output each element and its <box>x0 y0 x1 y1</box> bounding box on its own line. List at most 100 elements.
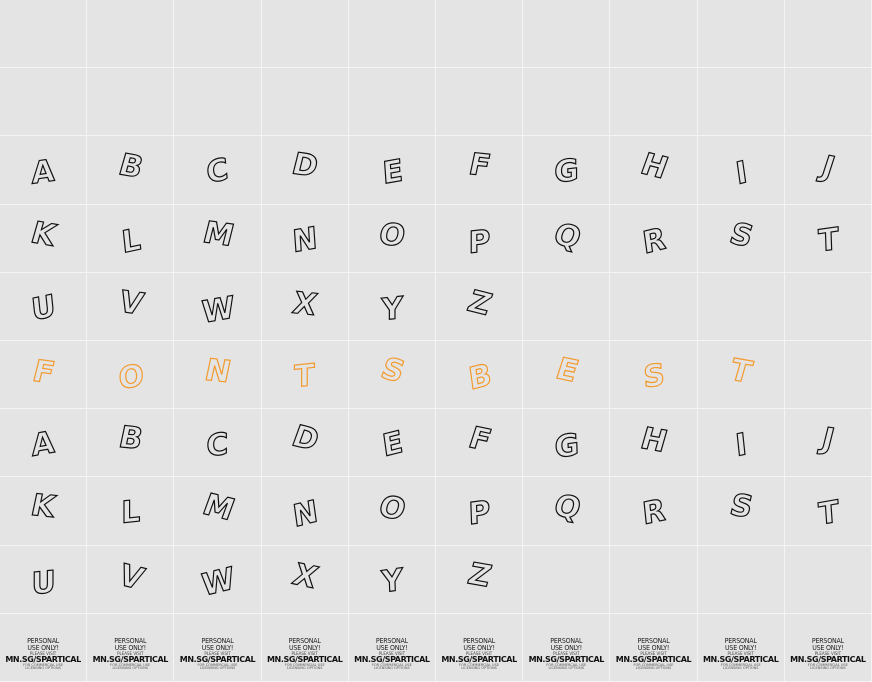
license-notice-line4: MN.SG/SPARTICAL <box>266 654 343 664</box>
license-notice-line1: PERSONAL <box>375 636 408 645</box>
license-notice-line5: FOR COMMERCIAL USE <box>284 662 325 667</box>
glyph-cell <box>174 0 262 69</box>
character-glyph: Y <box>380 561 404 601</box>
license-notice-line6: LICENSING OPTIONS <box>374 666 410 671</box>
license-notice-line4: MN.SG/SPARTICAL <box>790 654 866 664</box>
sample-text-glyph: B <box>466 357 494 399</box>
license-notice-line2: USE ONLY! <box>376 643 408 652</box>
glyph-cell: R <box>610 477 698 546</box>
glyph-cell: X <box>261 272 349 341</box>
sample-text-glyph: T <box>294 357 316 396</box>
license-notice-cell: PERSONAL USE ONLY! PLEASE VISIT MN.SG/SPART… <box>261 613 349 682</box>
character-glyph: X <box>289 285 321 323</box>
license-notice-line6: LICENSING OPTIONS <box>112 666 149 671</box>
glyph-cell: I <box>697 409 785 478</box>
glyph-cell: E <box>348 409 436 478</box>
glyph-cell: X <box>261 545 349 614</box>
license-notice-line3: PLEASE VISIT <box>465 650 493 656</box>
license-notice: PERSONAL USE ONLY! PLEASE VISIT MN.SG/SPART… <box>703 624 779 671</box>
license-notice-line2: USE ONLY! <box>724 643 757 652</box>
license-notice-line5: FOR COMMERCIAL USE <box>110 662 151 667</box>
license-notice-line1: PERSONAL <box>637 636 670 645</box>
glyph-cell <box>610 272 698 341</box>
character-glyph: T <box>817 494 841 534</box>
character-glyph: J <box>818 421 839 458</box>
license-notice-line4: MN.SG/SPARTICAL <box>5 654 81 664</box>
character-glyph: D <box>288 147 322 186</box>
license-notice-line5: FOR COMMERCIAL USE <box>720 662 761 667</box>
license-notice-line1: PERSONAL <box>550 636 583 645</box>
sample-text-glyph: S <box>376 351 410 390</box>
character-glyph: X <box>288 557 323 596</box>
character-glyph: L <box>120 494 141 532</box>
sample-text-glyph: T <box>726 352 757 391</box>
glyph-cell <box>87 0 175 69</box>
character-glyph: H <box>635 147 673 187</box>
glyph-cell: D <box>261 409 349 478</box>
glyph-cell: I <box>697 136 785 205</box>
glyph-cell: O <box>348 477 436 546</box>
license-notice-line4: MN.SG/SPARTICAL <box>179 654 256 664</box>
character-glyph: F <box>464 420 496 459</box>
license-notice-cell: PERSONAL USE ONLY! PLEASE VISIT MN.SG/SPART… <box>174 613 262 682</box>
glyph-cell: T <box>784 477 872 546</box>
glyph-cell: Y <box>348 545 436 614</box>
character-glyph: C <box>205 152 231 193</box>
glyph-cell: B <box>435 340 524 410</box>
character-glyph: J <box>817 150 840 187</box>
character-glyph: V <box>114 284 147 323</box>
glyph-cell: V <box>87 272 175 341</box>
license-notice-line3: PLEASE VISIT <box>291 650 318 656</box>
license-notice: PERSONAL USE ONLY! PLEASE VISIT MN.SG/SPART… <box>179 624 256 671</box>
license-notice-cell: PERSONAL USE ONLY! PLEASE VISIT MN.SG/SPART… <box>87 613 175 682</box>
glyph-cell <box>435 68 524 137</box>
license-notice-line6: LICENSING OPTIONS <box>635 666 672 671</box>
sample-text-glyph: O <box>116 357 145 398</box>
glyph-cell: T <box>784 204 872 273</box>
glyph-cell: W <box>174 272 262 341</box>
license-notice-line2: USE ONLY! <box>637 643 670 652</box>
license-notice-cell: PERSONAL USE ONLY! PLEASE VISIT MN.SG/SPART… <box>523 613 611 682</box>
character-glyph: S <box>726 488 757 526</box>
glyph-cell: J <box>784 136 872 205</box>
character-glyph: B <box>114 148 147 187</box>
glyph-cell: E <box>348 136 436 205</box>
license-notice-line3: PLEASE VISIT <box>29 650 57 656</box>
character-glyph: H <box>636 421 672 460</box>
glyph-cell: O <box>348 204 436 273</box>
character-glyph: L <box>119 221 143 261</box>
license-notice: PERSONAL USE ONLY! PLEASE VISIT MN.SG/SPART… <box>441 624 517 671</box>
glyph-cell <box>610 68 698 137</box>
glyph-cell: B <box>87 136 175 205</box>
glyph-cell: O <box>87 340 175 410</box>
character-glyph: V <box>113 557 149 597</box>
license-notice-line5: FOR COMMERCIAL USE <box>807 662 848 667</box>
license-notice-line3: PLEASE VISIT <box>117 650 144 656</box>
character-glyph: R <box>640 492 668 533</box>
license-notice-line6: LICENSING OPTIONS <box>810 666 846 671</box>
license-notice-line2: USE ONLY! <box>27 643 59 652</box>
glyph-cell <box>697 545 785 614</box>
character-glyph: N <box>291 220 319 261</box>
license-notice-line4: MN.SG/SPARTICAL <box>441 654 517 664</box>
glyph-cell <box>87 68 175 137</box>
license-notice: PERSONAL USE ONLY! PLEASE VISIT MN.SG/SPART… <box>266 624 343 671</box>
glyph-cell: H <box>610 409 698 478</box>
glyph-cell <box>523 68 611 137</box>
glyph-cell: Z <box>435 545 524 614</box>
license-notice-line1: PERSONAL <box>27 636 60 645</box>
license-notice-line5: FOR COMMERCIAL USE <box>371 662 412 667</box>
license-notice-line3: PLEASE VISIT <box>378 650 406 656</box>
character-glyph: U <box>29 288 58 329</box>
character-glyph: R <box>640 220 669 262</box>
glyph-cell: Q <box>523 477 611 546</box>
character-glyph: Q <box>549 488 585 528</box>
glyph-cell: D <box>261 136 349 205</box>
character-glyph: S <box>725 216 758 255</box>
glyph-cell: U <box>0 272 88 341</box>
glyph-cell <box>784 0 872 69</box>
license-notice-line1: PERSONAL <box>463 636 496 645</box>
glyph-cell: F <box>435 136 524 205</box>
character-glyph: A <box>31 153 56 193</box>
